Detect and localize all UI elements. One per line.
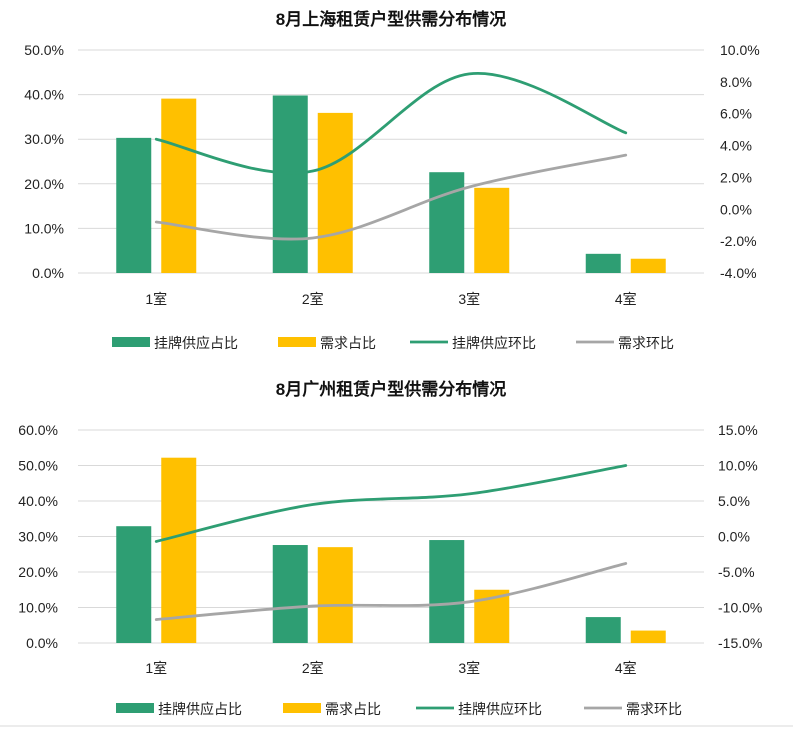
supply-mom-line: [154, 464, 628, 543]
demand-share-bar: [317, 112, 353, 273]
supply-share-bar: [429, 172, 465, 273]
legend-swatch: [283, 703, 321, 713]
left-axis-tick-label: 30.0%: [24, 131, 64, 147]
supply-share-bar: [116, 137, 152, 273]
demand-mom-line: [154, 562, 628, 621]
right-axis-tick-label: -2.0%: [720, 233, 757, 249]
left-axis-tick-label: 60.0%: [18, 422, 58, 438]
category-label: 1室: [145, 291, 167, 307]
category-label: 3室: [458, 660, 480, 676]
chart-title: 8月广州租赁户型供需分布情况: [276, 379, 506, 399]
demand-share-bar: [317, 547, 353, 643]
left-axis-tick-label: 50.0%: [18, 458, 58, 474]
legend-label: 需求占比: [325, 701, 381, 717]
right-axis-tick-label: -15.0%: [718, 635, 762, 651]
category-label: 4室: [615, 291, 637, 307]
legend-label: 需求占比: [320, 335, 376, 351]
category-label: 3室: [458, 291, 480, 307]
supply-share-bar: [429, 540, 465, 643]
legend-label: 需求环比: [618, 335, 674, 351]
right-axis-tick-label: 4.0%: [720, 138, 752, 154]
shanghai-chart: 8月上海租赁户型供需分布情况 0.0% 10.0% 20.0% 30.0% 40.0% 50…: [24, 9, 759, 351]
legend-swatch: [278, 337, 316, 347]
left-axis-tick-label: 10.0%: [24, 220, 64, 236]
right-axis-tick-label: -5.0%: [718, 564, 755, 580]
left-axis-tick-label: 20.0%: [24, 176, 64, 192]
legend-swatch: [112, 337, 150, 347]
left-axis-tick-label: 0.0%: [32, 265, 64, 281]
category-label: 1室: [145, 660, 167, 676]
right-axis-tick-label: 15.0%: [718, 422, 758, 438]
category-label: 2室: [302, 660, 324, 676]
category-label: 2室: [302, 291, 324, 307]
legend-label: 挂牌供应占比: [158, 701, 242, 717]
demand-share-bar: [630, 630, 666, 643]
right-axis-tick-label: 10.0%: [718, 458, 758, 474]
right-axis-tick-label: 5.0%: [718, 493, 750, 509]
demand-mom-line: [154, 153, 628, 241]
right-axis-tick-label: 2.0%: [720, 169, 752, 185]
supply-mom-line: [154, 72, 628, 175]
right-axis-tick-label: 0.0%: [718, 529, 750, 545]
left-axis-tick-label: 50.0%: [24, 42, 64, 58]
demand-share-bar: [161, 98, 197, 273]
demand-share-bar: [630, 258, 666, 273]
legend-label: 挂牌供应环比: [458, 701, 542, 717]
right-axis-tick-label: 0.0%: [720, 201, 752, 217]
supply-share-bar: [116, 526, 152, 643]
left-axis-tick-label: 10.0%: [18, 600, 58, 616]
legend-label: 挂牌供应环比: [452, 335, 536, 351]
supply-share-bar: [585, 253, 621, 273]
left-axis-tick-label: 20.0%: [18, 564, 58, 580]
right-axis-tick-label: 8.0%: [720, 74, 752, 90]
supply-share-bar: [585, 617, 621, 643]
demand-share-bar: [161, 457, 197, 643]
legend-label: 挂牌供应占比: [154, 335, 238, 351]
legend-swatch: [116, 703, 154, 713]
right-axis-tick-label: 10.0%: [720, 42, 760, 58]
supply-share-bar: [272, 545, 308, 643]
right-axis-tick-label: -10.0%: [718, 600, 762, 616]
left-axis-tick-label: 30.0%: [18, 529, 58, 545]
left-axis-tick-label: 40.0%: [18, 493, 58, 509]
left-axis-tick-label: 40.0%: [24, 87, 64, 103]
legend-label: 需求环比: [626, 701, 682, 717]
chart-title: 8月上海租赁户型供需分布情况: [276, 9, 506, 29]
right-axis-tick-label: 6.0%: [720, 106, 752, 122]
supply-share-bar: [272, 95, 308, 273]
right-axis-tick-label: -4.0%: [720, 265, 757, 281]
guangzhou-chart: 8月广州租赁户型供需分布情况 0.0% 10.0% 20.0% 30.0% 40.0% 50…: [18, 379, 762, 717]
category-label: 4室: [615, 660, 637, 676]
demand-share-bar: [474, 187, 510, 273]
left-axis-tick-label: 0.0%: [26, 635, 58, 651]
